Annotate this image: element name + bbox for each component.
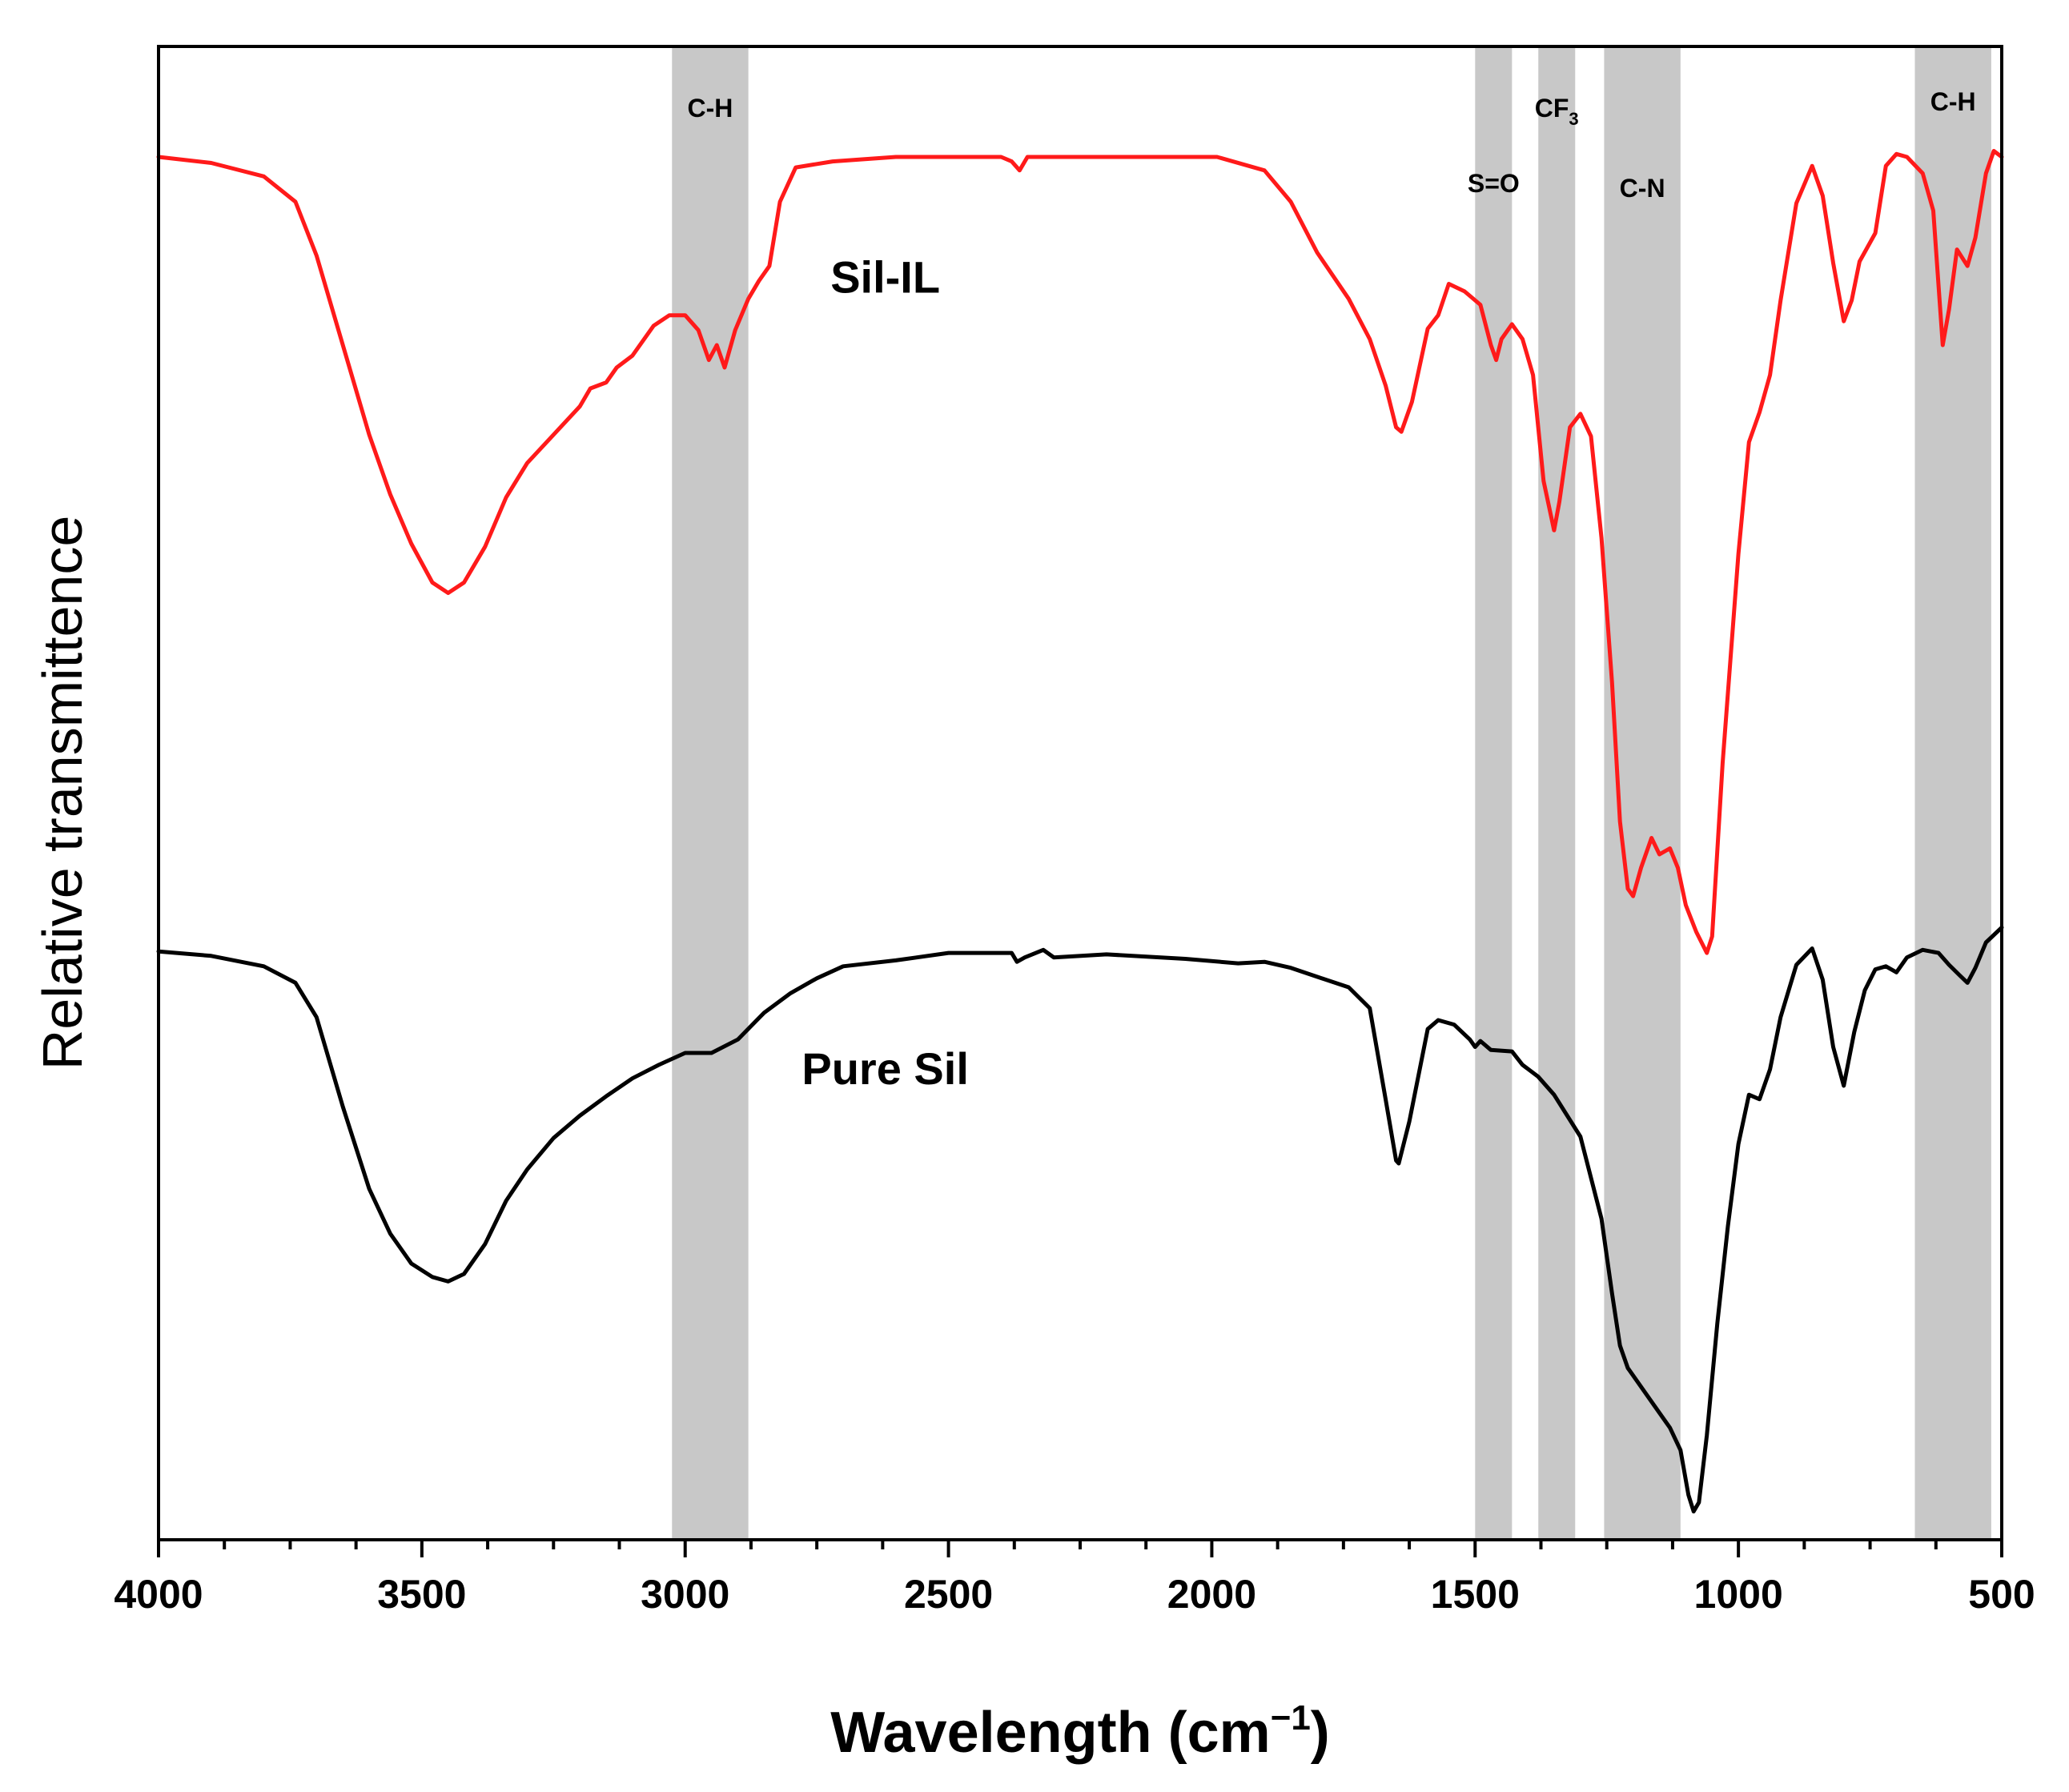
x-tick-label: 1500	[1431, 1572, 1520, 1617]
series-line-pure-sil	[156, 925, 2004, 1514]
x-axis-title-superscript: −1	[1271, 1698, 1311, 1738]
x-tick-label-group: 4000 3500 3000 2500 2000 1500 1000 500	[114, 1572, 2035, 1617]
x-tick-label: 4000	[114, 1572, 203, 1617]
band-label: C-H	[688, 94, 733, 123]
x-tick-label: 3500	[377, 1572, 466, 1617]
x-tick-group	[157, 1540, 2003, 1557]
x-tick-label: 1000	[1694, 1572, 1783, 1617]
band-c-h	[1914, 46, 1991, 1540]
band-label-text: C-H	[688, 94, 733, 123]
band-label: C-N	[1620, 174, 1665, 203]
y-axis-title: Relative transmittence	[31, 516, 94, 1071]
series-line-group	[156, 149, 2004, 1514]
x-tick-label: 500	[1968, 1572, 2035, 1617]
x-tick-label: 3000	[641, 1572, 729, 1617]
band-c-h	[672, 46, 749, 1540]
band-label-subscript: 3	[1569, 109, 1578, 129]
series-label-pure-sil: Pure Sil	[801, 1043, 969, 1094]
band-label-text: S=O	[1468, 169, 1520, 198]
series-label-sil-il: Sil-IL	[830, 252, 940, 303]
band-label-text: C-N	[1620, 174, 1665, 203]
x-axis-title-main: Wavelength (cm	[830, 1701, 1270, 1765]
series-line-sil-il	[156, 149, 2004, 955]
band-label: S=O	[1468, 169, 1520, 198]
band-label-text: CF	[1535, 94, 1569, 123]
band-label: C-H	[1930, 87, 1976, 116]
plot-frame	[157, 45, 2003, 1541]
x-axis-title: Wavelength (cm−1)	[830, 1698, 1330, 1765]
band-cf	[1538, 46, 1576, 1540]
band-s-o	[1475, 46, 1513, 1540]
x-tick-label: 2000	[1167, 1572, 1256, 1617]
x-axis-title-close: )	[1311, 1701, 1330, 1765]
series-label-group: Sil-IL Pure Sil	[801, 252, 969, 1094]
band-group	[672, 46, 1991, 1540]
band-label-text: C-H	[1930, 87, 1976, 116]
x-tick-label: 2500	[904, 1572, 993, 1617]
band-label: CF3	[1535, 94, 1579, 129]
band-label-group: C-H S=O CF3 C-N C-H	[688, 87, 1976, 203]
